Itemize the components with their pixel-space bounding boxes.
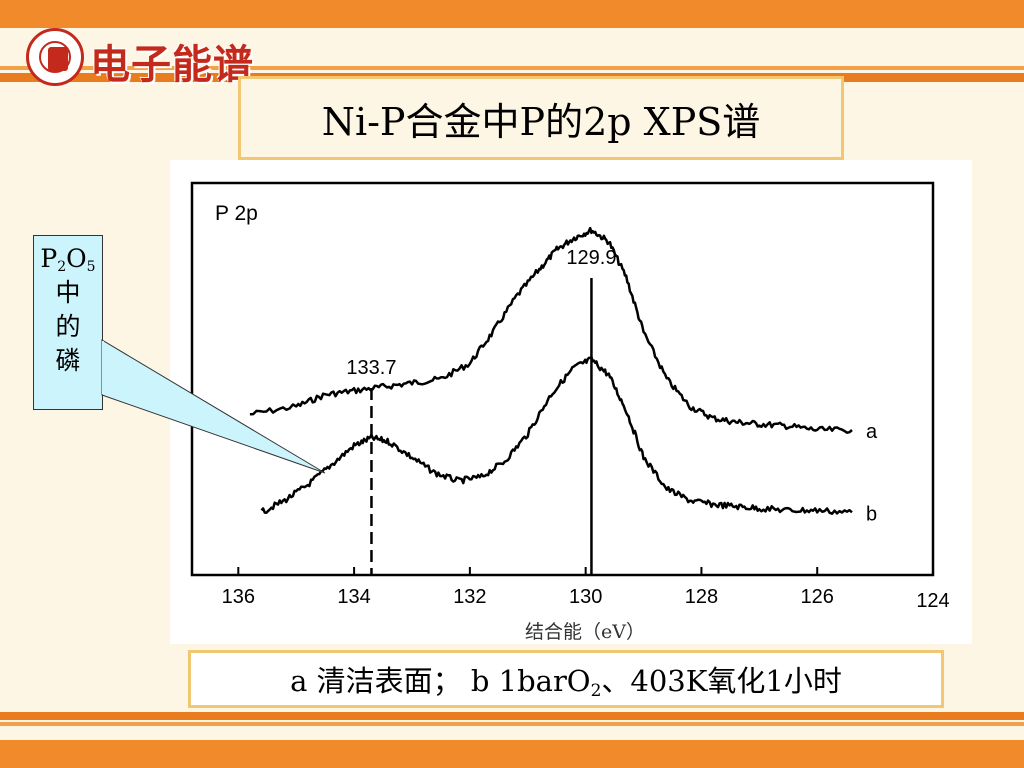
university-seal-icon: [26, 28, 84, 86]
callout-line: 磷: [55, 346, 81, 375]
x-tick-label: 126: [801, 586, 834, 608]
xps-chart: P 2p 136 134 132 130 128 126 124 129.9 133.7 a b…: [190, 181, 950, 643]
series-line-b: [260, 355, 853, 515]
x-tick-label: 124: [916, 590, 949, 612]
plot-frame: [190, 181, 935, 577]
callout-line: 的: [55, 312, 81, 341]
bottom-decor-stripe: [0, 712, 1024, 726]
top-decor-band: [0, 0, 1024, 28]
caption-box: a 清洁表面； b 1barO2、403K氧化1小时: [188, 650, 944, 708]
series-line-a: [249, 226, 853, 434]
reference-line-label: 133.7: [346, 357, 396, 379]
callout-formula: P2O5: [40, 244, 96, 275]
title-box: Ni-P合金中P的2p XPS谱: [238, 76, 844, 160]
x-axis-label: 结合能（eV）: [525, 621, 645, 643]
x-tick-label: 130: [569, 586, 602, 608]
caption: a 清洁表面； b 1barO2、403K氧化1小时: [290, 664, 842, 701]
logo-text: 电子能谱: [90, 42, 254, 88]
x-tick-label: 136: [222, 586, 255, 608]
x-tick-label: 128: [685, 586, 718, 608]
x-tick-label: 132: [453, 586, 486, 608]
reference-line-label: 129.9: [566, 247, 616, 269]
chart-title: P 2p: [215, 202, 258, 225]
annotation-callout: P2O5 中 的 磷: [33, 235, 103, 410]
x-tick-label: 134: [337, 586, 370, 608]
callout-line: 中: [55, 278, 81, 307]
bottom-decor-band: [0, 740, 1024, 768]
series-label-a: a: [866, 421, 878, 443]
logo: 电子能谱: [26, 28, 253, 88]
chart-panel: P 2p 136 134 132 130 128 126 124 129.9 133.7 a b…: [170, 160, 972, 644]
slide-title: Ni-P合金中P的2p XPS谱: [321, 99, 761, 144]
series-label-b: b: [866, 503, 877, 525]
